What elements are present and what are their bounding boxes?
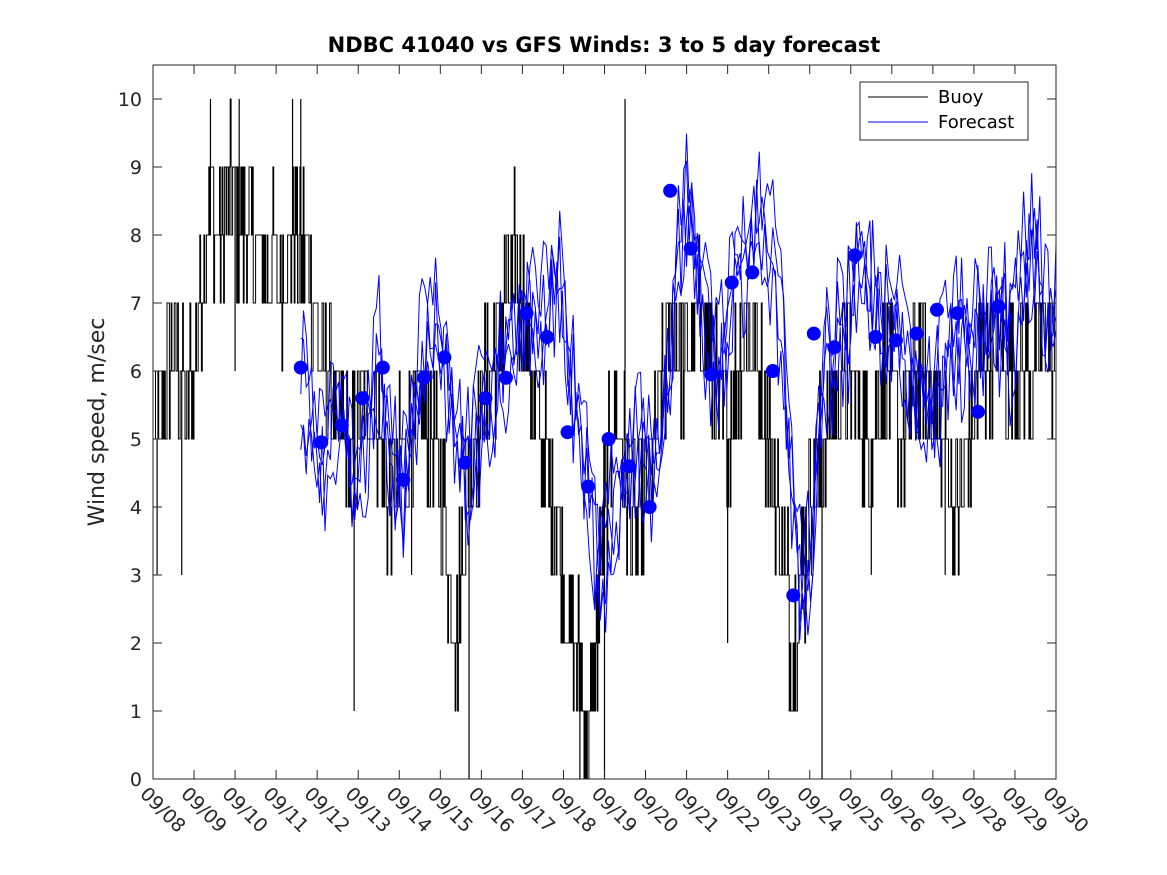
buoy-series — [153, 98, 1056, 779]
forecast-point — [642, 500, 657, 514]
forecast-line — [300, 189, 1056, 621]
forecast-point — [437, 350, 452, 365]
forecast-point — [786, 588, 801, 603]
y-axis: 0 1 2 3 4 5 6 7 8 9 10 — [118, 89, 1056, 791]
y-tick-label: 9 — [130, 157, 142, 179]
forecast-point — [581, 479, 596, 494]
forecast-line — [300, 133, 1056, 636]
forecast-point — [396, 472, 411, 487]
legend: Buoy Forecast — [859, 81, 1029, 141]
forecast-point — [355, 391, 370, 406]
forecast-points — [293, 183, 1006, 603]
forecast-point — [478, 391, 493, 406]
y-tick-label: 10 — [118, 89, 142, 111]
y-tick-label: 0 — [130, 769, 142, 791]
forecast-point — [683, 241, 698, 256]
forecast-point — [806, 326, 821, 341]
forecast-point — [416, 370, 431, 385]
forecast-point — [765, 364, 780, 378]
y-tick-label: 1 — [130, 701, 142, 723]
y-tick-label: 5 — [130, 429, 142, 451]
y-tick-label: 6 — [130, 361, 142, 383]
forecast-point — [334, 418, 349, 433]
forecast-point — [314, 435, 329, 450]
y-tick-label: 8 — [130, 225, 142, 247]
y-tick-label: 7 — [130, 293, 142, 315]
forecast-point — [909, 326, 924, 341]
forecast-point — [991, 299, 1006, 314]
forecast-point — [929, 302, 944, 317]
forecast-point — [622, 459, 637, 474]
forecast-point — [601, 432, 616, 446]
legend-buoy-label: Buoy — [938, 87, 984, 108]
forecast-point — [827, 340, 842, 355]
y-tick-label: 2 — [130, 633, 142, 655]
forecast-point — [560, 425, 575, 440]
forecast-point — [745, 265, 760, 280]
forecast-point — [663, 183, 678, 198]
forecast-point — [971, 404, 986, 419]
forecast-point — [950, 306, 965, 321]
forecast-point — [457, 455, 472, 470]
forecast-point — [540, 330, 555, 344]
forecast-point — [868, 330, 883, 344]
y-tick-label: 3 — [130, 565, 142, 587]
forecast-point — [724, 275, 739, 290]
legend-forecast-label: Forecast — [938, 112, 1014, 133]
forecast-point — [293, 360, 308, 375]
forecast-point — [888, 333, 903, 348]
y-tick-label: 4 — [130, 497, 142, 519]
forecast-point — [375, 360, 390, 375]
y-axis-label: Wind speed, m/sec — [85, 318, 110, 527]
forecast-point — [498, 370, 513, 385]
forecast-point — [704, 367, 719, 382]
forecast-point — [519, 306, 534, 321]
forecast-point — [847, 248, 862, 263]
chart-title: NDBC 41040 vs GFS Winds: 3 to 5 day fore… — [328, 33, 881, 57]
legend-box — [859, 81, 1029, 141]
